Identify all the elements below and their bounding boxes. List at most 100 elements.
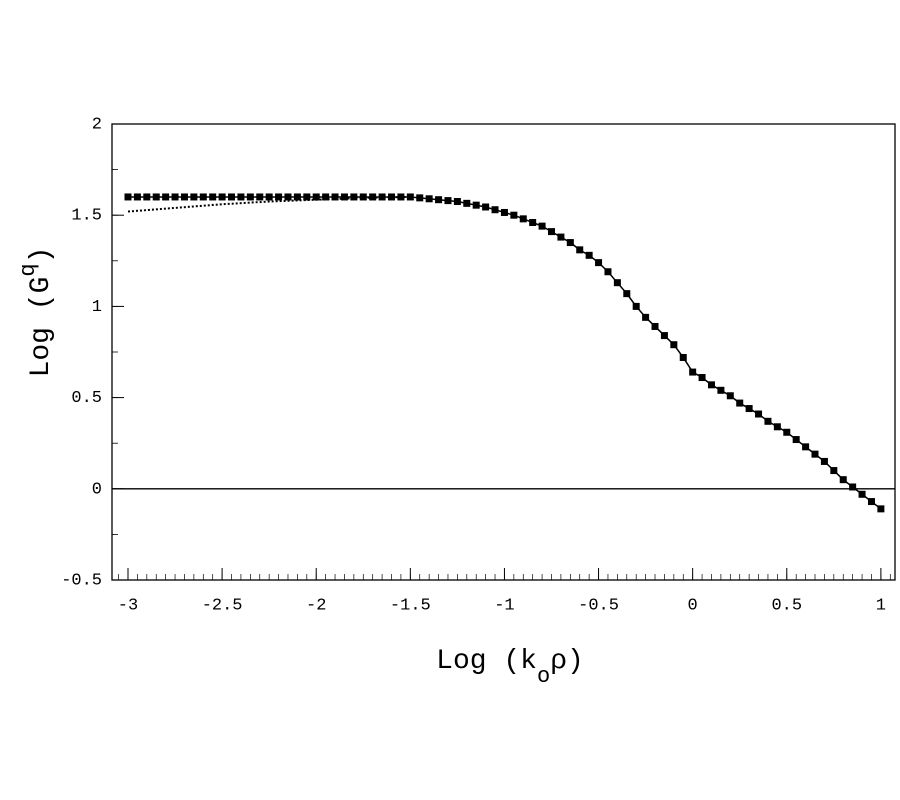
data-point bbox=[538, 222, 546, 230]
data-point bbox=[510, 211, 518, 219]
data-point bbox=[726, 392, 734, 400]
data-point bbox=[547, 228, 555, 236]
data-point bbox=[312, 193, 320, 201]
data-point bbox=[642, 313, 650, 321]
data-point bbox=[472, 201, 480, 209]
y-label-superscript: q bbox=[16, 263, 41, 276]
data-point bbox=[482, 203, 490, 211]
data-point bbox=[689, 368, 697, 376]
data-point bbox=[416, 194, 424, 202]
data-point bbox=[180, 193, 188, 201]
x-label-close: ρ) bbox=[550, 646, 584, 677]
data-point bbox=[162, 193, 170, 201]
data-point bbox=[679, 353, 687, 361]
data-point bbox=[340, 193, 348, 201]
data-point bbox=[651, 322, 659, 330]
data-point bbox=[256, 193, 264, 201]
data-point bbox=[566, 239, 574, 247]
data-point bbox=[124, 193, 132, 201]
data-point bbox=[246, 193, 254, 201]
data-point bbox=[764, 417, 772, 425]
y-label-text: Log (G bbox=[26, 277, 57, 378]
data-point bbox=[359, 193, 367, 201]
data-point bbox=[858, 490, 866, 498]
data-point bbox=[453, 198, 461, 206]
data-point bbox=[190, 193, 198, 201]
data-point bbox=[265, 193, 273, 201]
data-point bbox=[773, 423, 781, 431]
data-point bbox=[303, 193, 311, 201]
data-point bbox=[670, 341, 678, 349]
data-point bbox=[529, 218, 537, 226]
x-label-text: Log (k bbox=[436, 646, 537, 677]
y-tick-label: 1 bbox=[92, 298, 102, 317]
data-point bbox=[209, 193, 217, 201]
data-point bbox=[707, 381, 715, 389]
data-point bbox=[444, 197, 452, 205]
data-point bbox=[585, 251, 593, 259]
x-tick-label: -2 bbox=[306, 596, 326, 615]
data-point bbox=[698, 374, 706, 382]
y-tick-label: -0.5 bbox=[61, 571, 102, 590]
x-tick-label: 1 bbox=[876, 596, 886, 615]
data-point bbox=[388, 193, 396, 201]
data-point bbox=[595, 259, 603, 267]
data-point bbox=[237, 193, 245, 201]
data-point bbox=[171, 193, 179, 201]
data-point bbox=[557, 233, 565, 241]
x-tick-label: -2.5 bbox=[202, 596, 243, 615]
data-point bbox=[519, 215, 527, 223]
data-point bbox=[839, 476, 847, 484]
data-point bbox=[867, 498, 875, 506]
data-point bbox=[660, 332, 668, 340]
data-point bbox=[435, 196, 443, 204]
data-point bbox=[755, 410, 763, 418]
data-point bbox=[632, 302, 640, 310]
x-tick-label: -0.5 bbox=[578, 596, 619, 615]
data-point bbox=[491, 206, 499, 214]
data-point bbox=[576, 246, 584, 254]
y-tick-label: 1.5 bbox=[71, 207, 102, 226]
y-tick-label: 2 bbox=[92, 115, 102, 134]
data-point bbox=[199, 193, 207, 201]
data-point bbox=[331, 193, 339, 201]
data-point bbox=[228, 193, 236, 201]
data-point bbox=[613, 279, 621, 287]
data-point bbox=[802, 443, 810, 451]
x-tick-label: 0.5 bbox=[771, 596, 802, 615]
data-point bbox=[378, 193, 386, 201]
y-tick-label: 0.5 bbox=[71, 389, 102, 408]
data-point bbox=[745, 405, 753, 413]
data-point bbox=[350, 193, 358, 201]
x-tick-label: -1.5 bbox=[390, 596, 431, 615]
data-point bbox=[500, 208, 508, 216]
data-point bbox=[604, 268, 612, 276]
data-point bbox=[783, 428, 791, 436]
data-point bbox=[275, 193, 283, 201]
data-point bbox=[143, 193, 151, 201]
data-point bbox=[811, 450, 819, 458]
data-point bbox=[623, 290, 631, 298]
y-axis-title: Log (Gq) bbox=[16, 247, 57, 378]
data-point bbox=[425, 195, 433, 203]
data-point bbox=[293, 193, 301, 201]
data-point bbox=[736, 399, 744, 407]
data-point bbox=[830, 467, 838, 475]
x-tick-label: 0 bbox=[688, 596, 698, 615]
data-point bbox=[717, 386, 725, 394]
data-point bbox=[820, 457, 828, 465]
data-point bbox=[406, 193, 414, 201]
data-point bbox=[133, 193, 141, 201]
data-point bbox=[218, 193, 226, 201]
y-label-close: ) bbox=[26, 247, 57, 264]
y-tick-label: 0 bbox=[92, 480, 102, 499]
data-point bbox=[152, 193, 160, 201]
data-point bbox=[284, 193, 292, 201]
x-tick-label: -1 bbox=[494, 596, 514, 615]
series-line bbox=[127, 195, 411, 213]
data-point bbox=[877, 505, 885, 513]
data-point bbox=[849, 483, 857, 491]
